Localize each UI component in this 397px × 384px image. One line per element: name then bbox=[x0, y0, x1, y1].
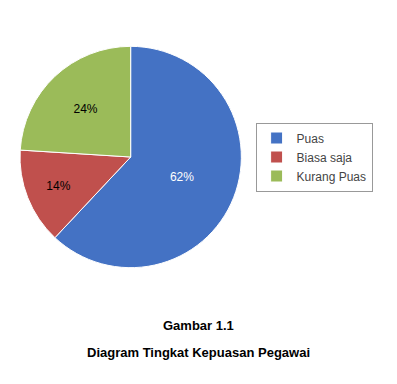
svg-text:Diagram Tingkat Kepuasan Pegaw: Diagram Tingkat Kepuasan Pegawai bbox=[87, 345, 310, 360]
svg-text:14%: 14% bbox=[46, 179, 70, 193]
svg-text:Biasa saja: Biasa saja bbox=[297, 151, 353, 165]
svg-text:62%: 62% bbox=[170, 170, 194, 184]
svg-text:Puas: Puas bbox=[297, 132, 324, 146]
svg-text:Kurang Puas: Kurang Puas bbox=[297, 170, 366, 184]
svg-text:Gambar 1.1: Gambar 1.1 bbox=[163, 318, 234, 333]
svg-text:24%: 24% bbox=[74, 102, 98, 116]
